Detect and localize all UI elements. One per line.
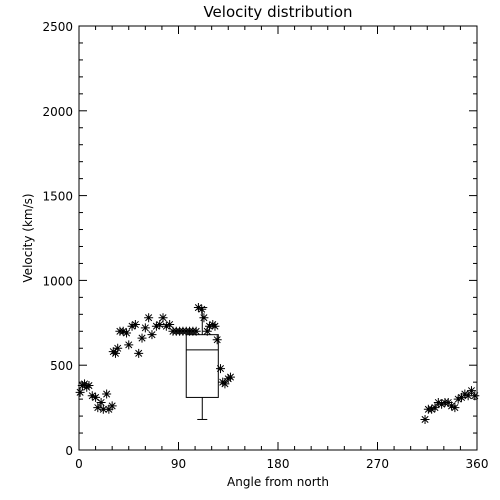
data-point: [450, 403, 460, 413]
data-point: [430, 403, 440, 413]
data-point: [193, 303, 203, 313]
data-point: [204, 321, 214, 331]
data-point: [427, 404, 437, 414]
data-point: [202, 326, 212, 336]
data-point: [80, 379, 90, 389]
data-point: [457, 392, 467, 402]
y-tick-label: 0: [65, 444, 73, 458]
y-tick-label: 2500: [42, 20, 73, 34]
data-point: [155, 319, 165, 329]
data-point: [104, 404, 114, 414]
data-point: [212, 335, 222, 345]
axis-ticks: [78, 25, 478, 451]
data-point: [460, 389, 470, 399]
data-point: [443, 398, 453, 408]
plot-frame: [78, 25, 478, 451]
data-point: [147, 330, 157, 340]
data-point: [118, 326, 128, 336]
data-point: [220, 379, 230, 389]
x-tick-label: 0: [75, 457, 83, 471]
data-point: [140, 323, 150, 333]
data-point: [225, 372, 235, 382]
data-point: [466, 386, 476, 396]
data-point: [470, 391, 480, 401]
y-axis-label: Velocity (km/s): [21, 193, 35, 282]
data-point: [110, 348, 120, 358]
data-point: [122, 328, 132, 338]
data-points: [75, 303, 480, 424]
data-point: [433, 398, 443, 408]
data-point: [84, 381, 94, 391]
data-point: [75, 387, 85, 397]
data-point: [127, 321, 137, 331]
chart-title: Velocity distribution: [203, 3, 352, 21]
data-point: [107, 401, 117, 411]
data-point: [447, 401, 457, 411]
data-point: [93, 403, 103, 413]
data-point: [197, 304, 207, 314]
data-point: [216, 364, 226, 374]
data-point: [151, 321, 161, 331]
data-point: [453, 394, 463, 404]
data-point: [158, 313, 168, 323]
y-tick-label: 1500: [42, 190, 73, 204]
data-point: [130, 319, 140, 329]
data-point: [87, 391, 97, 401]
data-point: [161, 321, 171, 331]
tick-labels: 0 90 180 270 360 0 500 1000 1500 2000 2500: [42, 20, 488, 471]
x-axis-label: Angle from north: [227, 475, 329, 489]
x-tick-label: 360: [466, 457, 489, 471]
data-point: [98, 404, 108, 414]
data-point: [137, 333, 147, 343]
x-tick-label: 90: [171, 457, 186, 471]
data-point: [102, 389, 112, 399]
data-point: [96, 398, 106, 408]
data-point: [199, 313, 209, 323]
x-tick-label: 180: [267, 457, 290, 471]
data-point: [165, 319, 175, 329]
x-tick-label: 270: [366, 457, 389, 471]
data-point: [210, 321, 220, 331]
data-point: [144, 313, 154, 323]
data-point: [463, 391, 473, 401]
data-point: [91, 392, 101, 402]
data-point: [420, 414, 430, 424]
data-point: [191, 326, 201, 336]
data-point: [437, 399, 447, 409]
y-tick-label: 500: [50, 359, 73, 373]
y-tick-label: 2000: [42, 105, 73, 119]
data-point: [124, 340, 134, 350]
data-point: [113, 343, 123, 353]
y-tick-label: 1000: [42, 274, 73, 288]
box-iqr: [185, 334, 219, 398]
data-point: [134, 348, 144, 358]
